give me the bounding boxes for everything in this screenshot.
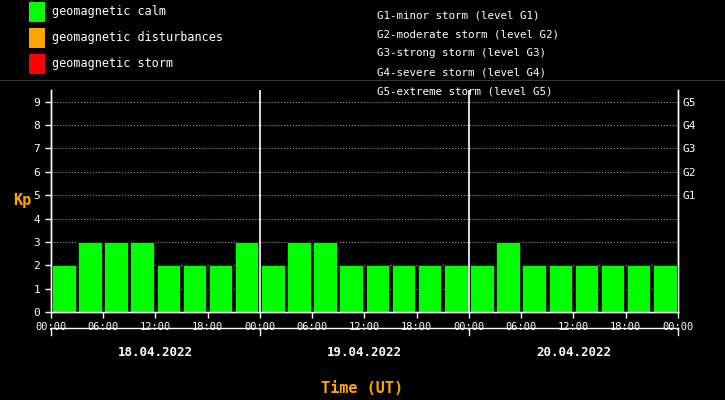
- Bar: [627, 265, 650, 312]
- Bar: [653, 265, 676, 312]
- Bar: [470, 265, 494, 312]
- Bar: [183, 265, 206, 312]
- Text: G5-extreme storm (level G5): G5-extreme storm (level G5): [377, 87, 552, 97]
- Text: 18.04.2022: 18.04.2022: [117, 346, 193, 359]
- Bar: [392, 265, 415, 312]
- Bar: [601, 265, 624, 312]
- Text: G3-strong storm (level G3): G3-strong storm (level G3): [377, 48, 546, 58]
- Bar: [130, 242, 154, 312]
- Y-axis label: Kp: Kp: [13, 194, 32, 208]
- Bar: [157, 265, 180, 312]
- Text: G4-severe storm (level G4): G4-severe storm (level G4): [377, 68, 546, 78]
- Bar: [287, 242, 311, 312]
- Text: geomagnetic disturbances: geomagnetic disturbances: [52, 32, 223, 44]
- Bar: [523, 265, 546, 312]
- Bar: [209, 265, 232, 312]
- Text: Time (UT): Time (UT): [321, 381, 404, 396]
- Bar: [104, 242, 128, 312]
- Bar: [78, 242, 102, 312]
- Text: G1-minor storm (level G1): G1-minor storm (level G1): [377, 10, 539, 20]
- Bar: [339, 265, 363, 312]
- Text: G2-moderate storm (level G2): G2-moderate storm (level G2): [377, 29, 559, 39]
- Bar: [549, 265, 572, 312]
- Text: 20.04.2022: 20.04.2022: [536, 346, 611, 359]
- Bar: [365, 265, 389, 312]
- Bar: [444, 265, 468, 312]
- Bar: [418, 265, 442, 312]
- Bar: [575, 265, 598, 312]
- Text: geomagnetic storm: geomagnetic storm: [52, 58, 173, 70]
- Text: geomagnetic calm: geomagnetic calm: [52, 6, 166, 18]
- Text: 19.04.2022: 19.04.2022: [327, 346, 402, 359]
- Bar: [313, 242, 337, 312]
- Bar: [52, 265, 75, 312]
- Bar: [497, 242, 520, 312]
- Bar: [261, 265, 285, 312]
- Bar: [235, 242, 259, 312]
